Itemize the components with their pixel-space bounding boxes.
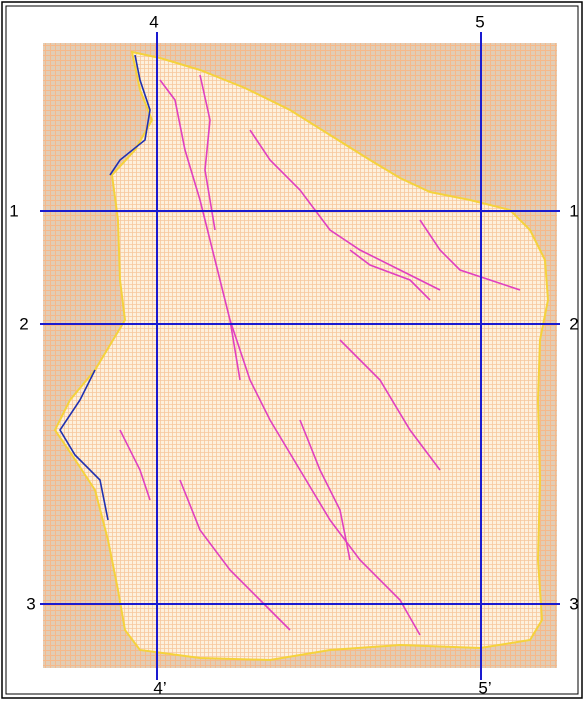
line-label: 5’: [478, 678, 491, 697]
streams: [119, 74, 521, 636]
region: [53, 50, 550, 662]
line-label: 1: [569, 201, 578, 220]
boundary-streams: [59, 54, 151, 521]
line-label: 2: [19, 314, 28, 333]
line-label: 3: [26, 594, 35, 613]
line-label: 3: [569, 594, 578, 613]
line-label: 4’: [153, 678, 166, 697]
line-label: 2: [569, 314, 578, 333]
line-label: 4: [149, 12, 158, 31]
line-label: 5: [475, 12, 484, 31]
section-lines: [40, 32, 560, 680]
line-label: 1: [9, 201, 18, 220]
inner-frame: [5, 5, 579, 695]
